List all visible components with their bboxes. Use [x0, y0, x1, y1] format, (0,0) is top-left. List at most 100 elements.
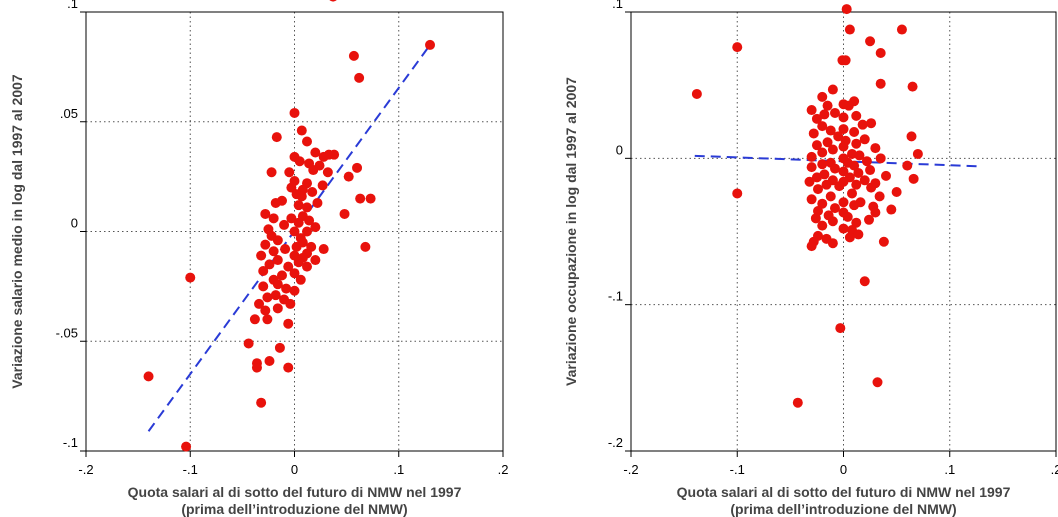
data-point: [285, 298, 296, 309]
data-point: [844, 232, 855, 243]
data-point: [907, 81, 918, 92]
data-point: [296, 125, 307, 136]
data-point: [258, 281, 269, 292]
data-point: [853, 229, 864, 240]
data-point: [283, 318, 294, 329]
data-point: [838, 166, 849, 177]
x-tick-label: 0: [840, 462, 847, 477]
data-point: [908, 173, 919, 184]
data-point: [841, 4, 852, 15]
data-point: [827, 238, 838, 249]
data-point: [872, 377, 883, 388]
data-point: [304, 215, 315, 226]
data-point: [270, 197, 281, 208]
data-point: [806, 162, 817, 173]
data-point: [289, 268, 300, 279]
data-point: [286, 213, 297, 224]
data-point: [822, 100, 833, 111]
data-point: [827, 144, 838, 155]
y-tick-label: -.2: [608, 435, 623, 450]
data-point: [425, 39, 436, 50]
y-tick-label: -.05: [56, 325, 78, 340]
data-point: [260, 208, 271, 219]
data-point: [847, 188, 857, 199]
data-point: [343, 171, 354, 182]
data-point: [365, 193, 376, 204]
data-point: [272, 303, 283, 314]
data-point: [838, 197, 849, 208]
data-point: [875, 78, 886, 89]
data-point: [849, 200, 860, 211]
data-point: [329, 149, 340, 160]
data-point: [243, 338, 254, 349]
data-point: [254, 298, 265, 309]
data-point: [281, 283, 292, 294]
data-point: [833, 131, 844, 142]
data-point: [844, 24, 855, 35]
data-point: [272, 279, 283, 290]
data-point: [270, 290, 281, 301]
data-point: [857, 119, 868, 130]
data-point: [821, 179, 832, 190]
data-point: [808, 128, 819, 139]
data-point: [732, 188, 743, 199]
data-point: [354, 72, 365, 83]
data-point: [302, 202, 313, 213]
y-tick-label: .1: [612, 0, 623, 11]
x-tick-label: -.2: [78, 462, 93, 477]
x-axis-title-line: (prima dell’introduzione del NMW): [181, 501, 407, 517]
data-point: [835, 323, 846, 334]
data-point: [276, 270, 287, 281]
data-point: [806, 151, 817, 162]
x-tick-label: .2: [1051, 462, 1058, 477]
data-point: [859, 276, 870, 287]
data-point: [271, 132, 282, 143]
data-point: [284, 167, 295, 178]
y-tick-label: 0: [616, 142, 623, 157]
data-point: [861, 156, 872, 167]
data-point: [302, 226, 313, 237]
data-point: [838, 112, 849, 123]
data-point: [280, 244, 291, 255]
data-point: [842, 211, 853, 222]
data-point: [268, 213, 279, 224]
data-point: [322, 167, 333, 178]
data-point: [851, 110, 862, 121]
data-point: [266, 167, 277, 178]
data-point: [896, 24, 907, 35]
x-tick-label: -.1: [183, 462, 198, 477]
data-point: [849, 126, 860, 137]
data-point: [291, 241, 302, 252]
data-point: [806, 105, 817, 116]
data-point: [181, 441, 192, 452]
data-point: [859, 134, 870, 145]
data-point: [317, 180, 328, 191]
data-point: [813, 184, 823, 195]
data-point: [310, 222, 321, 233]
data-point: [302, 261, 313, 272]
data-point: [811, 140, 822, 151]
x-tick-label: .2: [498, 462, 509, 477]
right-scatter-chart: -.2 -.1 0 .1 -.2 -.1 0 .1 .2 Variazione occupazio…: [563, 0, 1058, 517]
data-point: [806, 241, 817, 252]
data-point: [817, 198, 828, 209]
data-point: [732, 42, 743, 53]
data-point: [294, 156, 305, 167]
x-axis-title-line: (prima dell’introduzione del NMW): [730, 501, 956, 517]
data-point: [881, 170, 891, 181]
x-axis-title-line: Quota salari al di sotto del futuro di N…: [677, 484, 1011, 500]
data-point: [874, 191, 885, 202]
data-point: [853, 167, 864, 178]
data-point: [859, 175, 870, 186]
data-point: [851, 217, 862, 228]
y-tick-label: -.1: [63, 435, 78, 450]
data-point: [830, 203, 840, 214]
data-point: [817, 159, 828, 170]
y-tick-label: -.1: [608, 289, 623, 304]
data-point: [293, 257, 304, 268]
data-point: [310, 255, 321, 266]
fit-line: [147, 44, 431, 432]
data-point: [817, 147, 828, 158]
